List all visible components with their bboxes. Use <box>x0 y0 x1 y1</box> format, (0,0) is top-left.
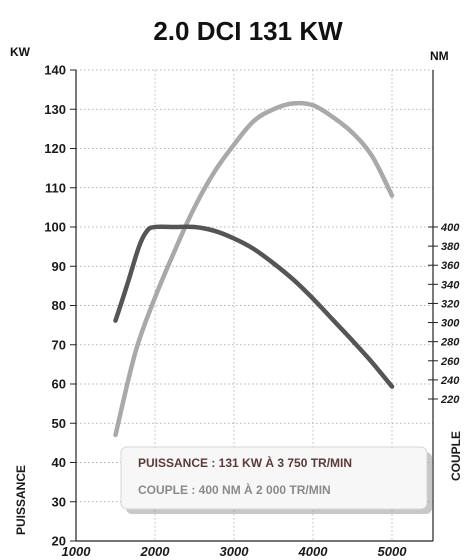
left-tick-label: 110 <box>45 180 66 195</box>
x-tick-label: 5000 <box>378 544 408 559</box>
left-tick-label: 20 <box>52 534 66 549</box>
left-tick-label: 130 <box>44 102 66 117</box>
annotation-puissance: PUISSANCE : 131 KW À 3 750 TR/MIN <box>138 455 352 470</box>
left-tick-label: 70 <box>52 337 66 352</box>
right-tick-label: 220 <box>440 394 460 406</box>
right-axis-unit: NM <box>430 49 449 63</box>
left-tick-label: 50 <box>52 416 66 431</box>
right-tick-label: 380 <box>441 241 460 253</box>
left-tick-label: 80 <box>52 298 66 313</box>
left-tick-label: 100 <box>44 220 66 235</box>
right-axis-ticks: 220 240 260 280 300 320 340 360 380 400 <box>428 222 460 406</box>
left-tick-label: 140 <box>44 63 66 78</box>
right-tick-label: 260 <box>440 356 460 368</box>
left-axis-ticks: 20 30 40 50 60 70 80 90 100 110 120 130 140 <box>44 63 76 549</box>
x-tick-label: 2000 <box>140 544 171 559</box>
left-tick-label: 30 <box>52 494 66 509</box>
right-axis-label: COUPLE <box>449 431 463 481</box>
series-layer <box>113 100 395 438</box>
right-tick-label: 240 <box>440 375 460 387</box>
chart-title: 2.0 DCI 131 KW <box>153 16 343 46</box>
right-tick-label: 360 <box>441 260 460 272</box>
left-tick-label: 120 <box>44 141 66 156</box>
annotation-box-background <box>120 446 428 510</box>
x-axis-ticks: 1000 2000 3000 4000 5000 <box>62 544 408 559</box>
x-tick-label: 3000 <box>220 544 250 559</box>
left-axis-unit: KW <box>10 45 31 59</box>
series-line-couple <box>113 224 395 389</box>
right-tick-label: 300 <box>441 318 460 330</box>
left-tick-label: 40 <box>52 455 66 470</box>
series-line-puissance <box>113 100 395 438</box>
left-tick-label: 60 <box>52 377 66 392</box>
left-axis-label: PUISSANCE <box>14 465 28 535</box>
x-tick-label: 4000 <box>298 544 329 559</box>
annotation-box: PUISSANCE : 131 KW À 3 750 TR/MIN COUPLE… <box>120 446 432 514</box>
right-tick-label: 340 <box>441 279 460 291</box>
x-tick-label: 1000 <box>62 544 92 559</box>
right-tick-label: 280 <box>440 337 460 349</box>
left-tick-label: 90 <box>52 259 66 274</box>
right-tick-label: 400 <box>440 222 460 234</box>
annotation-couple: COUPLE : 400 NM À 2 000 TR/MIN <box>138 482 331 497</box>
right-tick-label: 320 <box>441 298 460 310</box>
